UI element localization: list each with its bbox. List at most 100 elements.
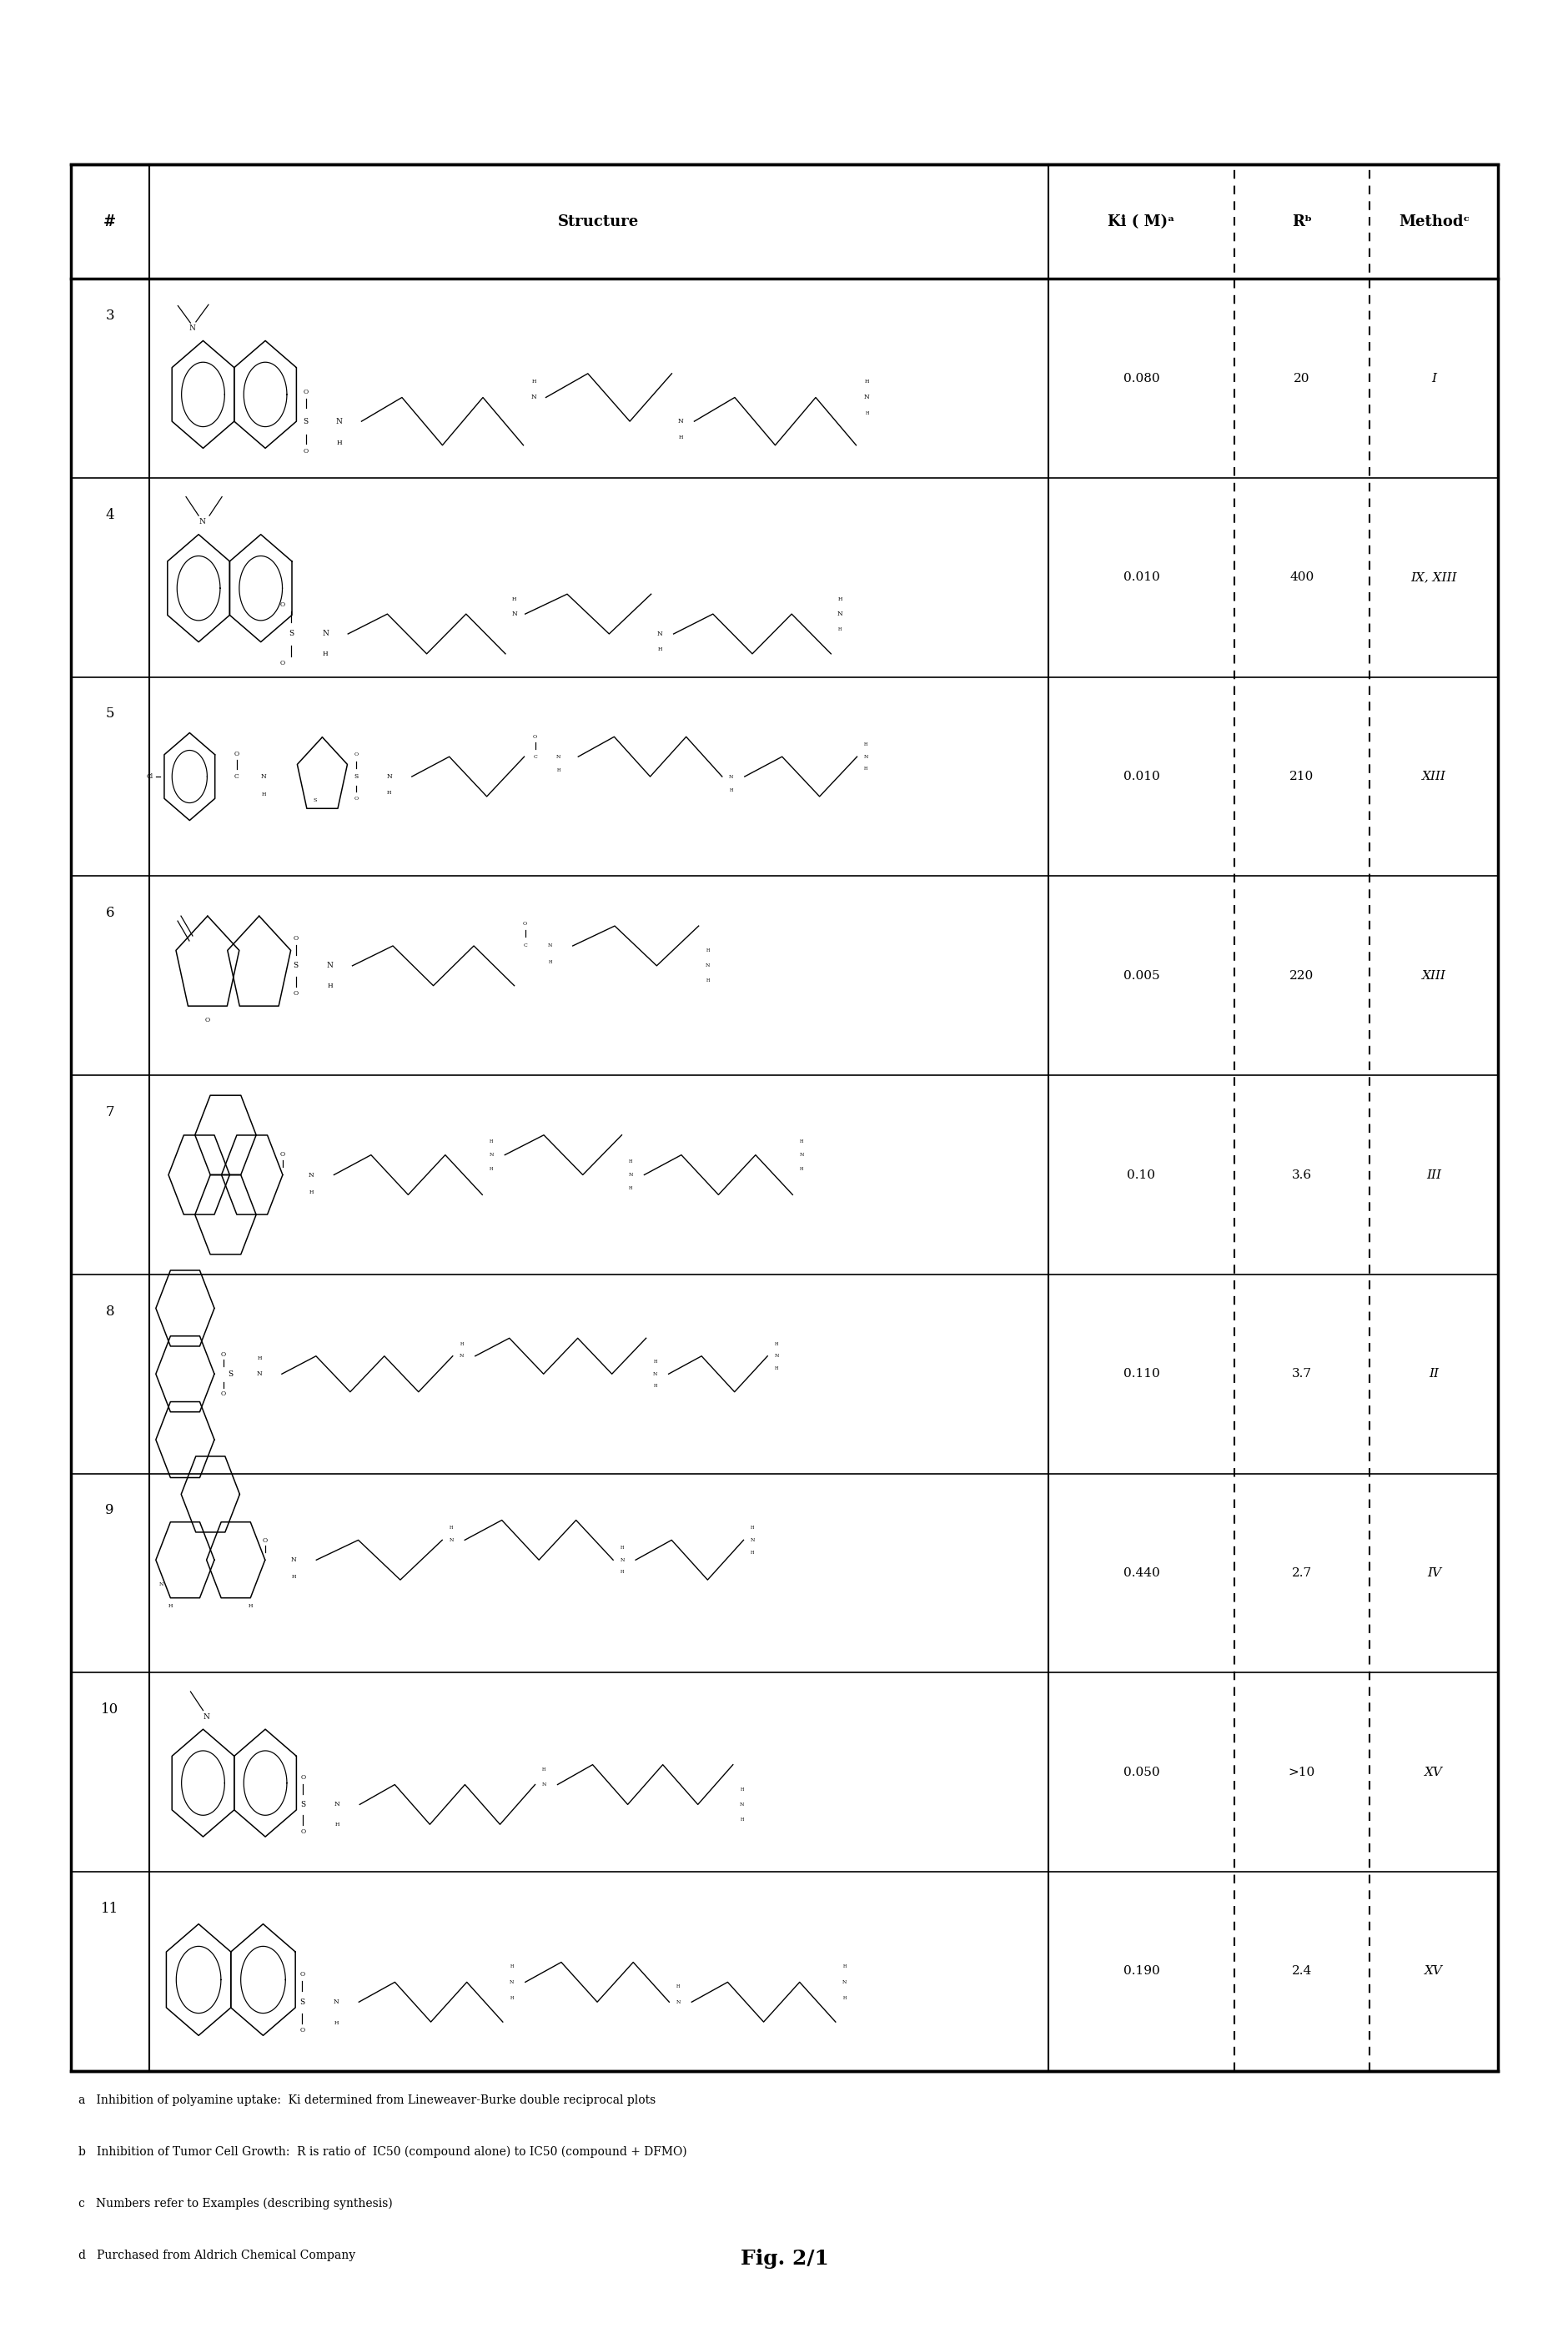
Text: H: H [336, 439, 342, 446]
Text: >10: >10 [1287, 1766, 1314, 1777]
Text: O: O [299, 1970, 304, 1977]
Text: N: N [511, 610, 517, 618]
Text: N: N [292, 1557, 296, 1564]
Text: S: S [293, 963, 298, 970]
Text: N: N [510, 1979, 514, 1984]
Text: H: H [511, 596, 516, 601]
Text: IX, XIII: IX, XIII [1410, 571, 1457, 582]
Text: XIII: XIII [1421, 970, 1446, 981]
Text: Ki ( M)ᵃ: Ki ( M)ᵃ [1107, 214, 1174, 230]
Text: N: N [532, 394, 536, 402]
Text: H: H [676, 1984, 679, 1989]
Text: S: S [299, 1998, 304, 2005]
Text: C: C [533, 754, 536, 758]
Text: N: N [160, 1583, 163, 1587]
Text: O: O [354, 796, 358, 801]
Text: H: H [328, 981, 332, 989]
Text: O: O [262, 1538, 268, 1543]
Text: N: N [864, 754, 867, 758]
Text: N: N [750, 1538, 754, 1543]
Text: H: H [706, 979, 709, 984]
Text: II: II [1428, 1369, 1438, 1381]
Text: 0.190: 0.190 [1123, 1965, 1159, 1977]
Text: C: C [522, 944, 527, 949]
Text: H: H [729, 789, 732, 794]
Text: 0.010: 0.010 [1123, 571, 1159, 582]
Text: N: N [619, 1557, 624, 1561]
Text: N: N [729, 775, 732, 780]
Text: O: O [293, 991, 298, 996]
Text: N: N [326, 963, 332, 970]
Text: 6: 6 [105, 906, 114, 920]
Text: H: H [652, 1385, 657, 1388]
Text: N: N [676, 2000, 681, 2005]
Text: O: O [301, 1775, 306, 1780]
Text: N: N [386, 772, 392, 780]
Text: 4: 4 [105, 507, 114, 521]
Text: 0.440: 0.440 [1123, 1566, 1159, 1578]
Text: III: III [1425, 1169, 1441, 1181]
Text: 11: 11 [100, 1902, 119, 1916]
Text: H: H [543, 1768, 546, 1773]
Text: N: N [489, 1153, 494, 1158]
Text: H: H [387, 791, 392, 796]
Text: N: N [652, 1371, 657, 1376]
Text: Rᵇ: Rᵇ [1290, 214, 1311, 230]
Text: Cl: Cl [146, 772, 154, 780]
Text: N: N [334, 1998, 339, 2005]
Text: 210: 210 [1289, 770, 1314, 782]
Text: 3: 3 [105, 308, 114, 322]
Text: N: N [657, 632, 663, 636]
Text: O: O [205, 1017, 210, 1024]
Text: H: H [549, 960, 552, 965]
Bar [71, 164, 1497, 2071]
Text: H: H [248, 1604, 252, 1608]
Text: O: O [301, 1829, 306, 1834]
Text: N: N [547, 944, 552, 949]
Text: 3.7: 3.7 [1290, 1369, 1311, 1381]
Text: O: O [279, 660, 285, 667]
Text: N: N [775, 1355, 778, 1357]
Text: 0.050: 0.050 [1123, 1766, 1159, 1777]
Text: H: H [619, 1545, 624, 1550]
Text: O: O [299, 2026, 304, 2033]
Text: O: O [522, 920, 527, 925]
Text: C: C [234, 772, 240, 780]
Text: d   Purchased from Aldrich Chemical Company: d Purchased from Aldrich Chemical Compan… [78, 2249, 356, 2261]
Text: H: H [257, 1357, 262, 1362]
Text: H: H [448, 1526, 453, 1531]
Text: H: H [652, 1359, 657, 1364]
Text: H: H [864, 768, 867, 770]
Text: H: H [740, 1787, 743, 1792]
Text: 9: 9 [105, 1503, 114, 1517]
Text: #: # [103, 214, 116, 230]
Text: O: O [281, 1151, 285, 1158]
Text: IV: IV [1427, 1566, 1441, 1578]
Text: H: H [842, 1996, 847, 2000]
Text: Structure: Structure [558, 214, 640, 230]
Text: 0.010: 0.010 [1123, 770, 1159, 782]
Text: N: N [842, 1979, 847, 1984]
Text: H: H [775, 1341, 778, 1345]
Text: 8: 8 [105, 1303, 114, 1320]
Text: N: N [739, 1803, 743, 1806]
Text: H: H [168, 1604, 172, 1608]
Text: N: N [321, 629, 329, 639]
Text: H: H [657, 648, 662, 650]
Text: H: H [837, 596, 842, 601]
Text: XV: XV [1424, 1965, 1443, 1977]
Text: N: N [188, 324, 196, 331]
Text: N: N [629, 1172, 632, 1176]
Text: S: S [289, 629, 293, 639]
Text: O: O [533, 735, 536, 740]
Text: O: O [234, 751, 240, 756]
Text: 20: 20 [1294, 373, 1309, 385]
Text: H: H [309, 1190, 314, 1195]
Text: H: H [510, 1965, 513, 1968]
Text: S: S [303, 418, 309, 425]
Text: H: H [679, 434, 682, 439]
Text: N: N [260, 772, 267, 780]
Text: H: H [629, 1186, 632, 1190]
Text: 7: 7 [105, 1106, 114, 1120]
Text: H: H [510, 1996, 513, 2000]
